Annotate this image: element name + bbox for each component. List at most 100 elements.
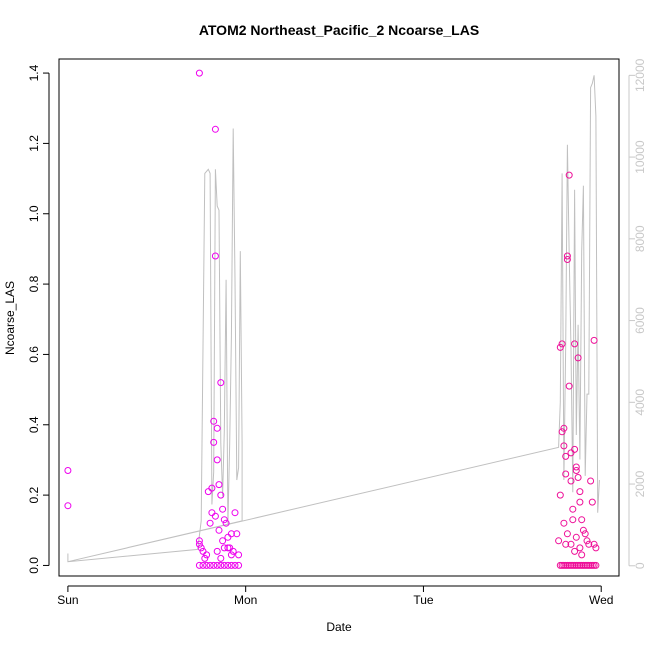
data-point [211,125,219,133]
y2-tick-label: 12000 [633,58,647,92]
data-point [233,530,241,538]
data-point [556,491,564,499]
data-point [195,561,203,569]
series-line [67,75,600,563]
data-point [556,343,564,351]
x-axis: Sun Mon Tue Wed [57,585,613,607]
y2-tick-label: 6000 [633,307,647,334]
data-point [215,526,223,534]
y-tick-label: 1.0 [27,205,41,222]
data-point [219,537,227,545]
data-point [224,533,232,541]
data-point [231,509,239,517]
data-point [231,561,239,569]
data-point [562,540,570,548]
x-tick-label: Mon [234,593,257,607]
data-point [204,488,212,496]
data-point [199,547,207,555]
data-point [571,445,579,453]
data-point [215,481,223,489]
data-point [562,452,570,460]
y2-tick-label: 4000 [633,389,647,416]
data-point [583,537,591,545]
x-axis-label: Date [326,620,352,634]
data-point [565,171,573,179]
data-point [581,530,589,538]
data-point [574,354,582,362]
data-point [217,491,225,499]
data-point [576,544,584,552]
data-point [210,438,218,446]
data-point [206,519,214,527]
data-point [567,477,575,485]
data-point [578,551,586,559]
data-point [211,512,219,520]
data-point [562,470,570,478]
data-point [592,561,600,569]
data-point [579,526,587,534]
data-point [587,477,595,485]
data-point [217,561,225,569]
y2-tick-label: 0 [633,562,647,569]
data-point [220,516,228,524]
data-point [576,498,584,506]
y2-tick-label: 2000 [633,470,647,497]
data-point [208,509,216,517]
data-point [195,537,203,545]
data-point [565,382,573,390]
data-point [213,456,221,464]
data-point [227,551,235,559]
plot-area [64,69,600,569]
data-point [590,540,598,548]
data-point [572,467,580,474]
data-point [569,505,577,513]
chart-title: ATOM2 Northeast_Pacific_2 Ncoarse_LAS [199,22,479,38]
data-point [201,554,209,562]
data-point [588,498,596,506]
data-point [563,256,571,263]
data-point [224,544,232,552]
data-point [197,544,205,552]
data-point [210,561,218,569]
data-point [235,551,243,559]
data-point [592,544,600,552]
data-point [203,551,211,559]
data-point [560,519,568,527]
data-point [213,561,221,569]
y2-tick-label: 8000 [633,225,647,252]
data-point [210,417,218,425]
data-point [64,467,72,474]
x-tick-label: Tue [413,593,434,607]
data-point [229,547,237,555]
data-point [213,424,221,432]
data-point [567,540,575,548]
x-tick-label: Sun [57,593,78,607]
data-point [195,69,203,77]
data-point [208,484,216,492]
data-point [195,540,203,548]
data-point [220,561,228,569]
data-point [578,516,586,524]
data-point [227,561,235,569]
data-point [574,474,582,481]
data-point [219,505,227,513]
x-tick-label: Wed [589,593,613,607]
data-point [199,561,207,569]
data-point [569,516,577,524]
data-point [224,561,232,569]
data-point [572,533,580,541]
data-point [576,488,584,496]
data-point [563,530,571,538]
data-point [64,502,72,510]
data-point [220,544,228,552]
y-axis-label: Ncoarse_LAS [3,281,17,355]
data-point [217,379,225,387]
data-point [217,554,225,562]
data-point [563,252,571,260]
data-point [206,561,214,569]
data-point [235,561,243,569]
data-point [572,463,580,471]
y-axis: 0.0 0.2 0.4 0.6 0.8 1.0 1.2 1.4 [27,64,50,574]
data-point [211,252,219,260]
data-point [558,340,566,348]
